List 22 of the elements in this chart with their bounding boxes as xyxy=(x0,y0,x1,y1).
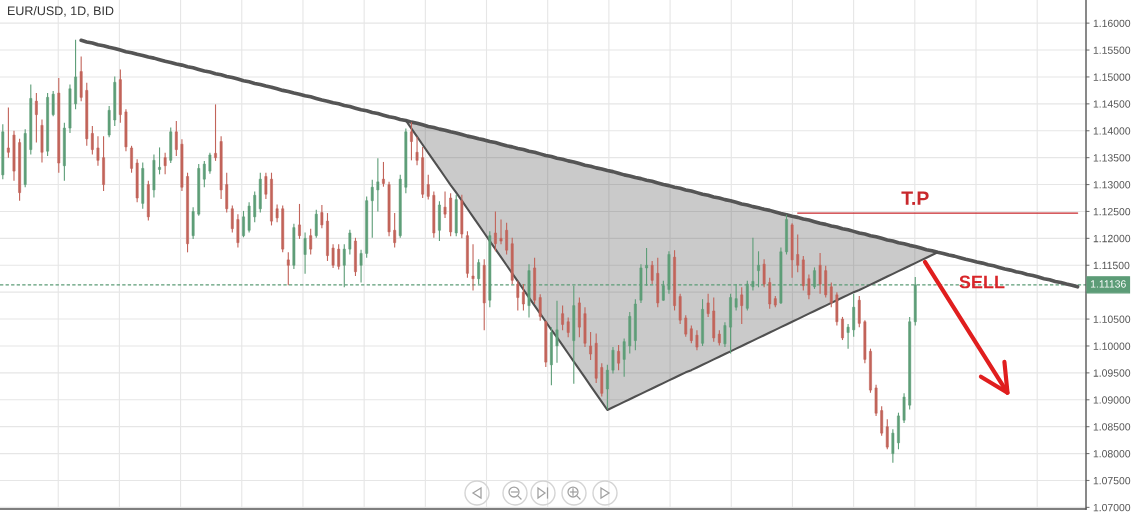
y-tick-label: 1.08500 xyxy=(1093,423,1131,431)
y-tick-label: 1.11500 xyxy=(1093,261,1130,270)
y-tick-label: 1.12500 xyxy=(1093,207,1131,216)
y-tick-label: 1.14500 xyxy=(1093,100,1131,108)
y-tick-label: 1.10000 xyxy=(1093,342,1131,350)
y-tick-label: 1.07500 xyxy=(1093,476,1131,485)
y-tick-label: 1.14000 xyxy=(1093,127,1131,135)
y-tick-label: 1.13500 xyxy=(1093,154,1131,162)
annotation: SELL xyxy=(959,275,1005,289)
y-tick-label: 1.09000 xyxy=(1093,396,1131,404)
series-label: T.P xyxy=(901,191,929,205)
y-tick-label: 1.12000 xyxy=(1093,234,1131,243)
y-tick-label: 1.09500 xyxy=(1093,369,1131,377)
y-tick-label: 1.13000 xyxy=(1093,181,1131,189)
ref-line-label: 1.11136 xyxy=(1090,280,1126,288)
y-tick-label: 1.16000 xyxy=(1093,19,1131,28)
y-tick-label: 1.10500 xyxy=(1093,315,1131,323)
y-tick-label: 1.15500 xyxy=(1093,46,1131,54)
y-tick-label: 1.15000 xyxy=(1093,73,1131,81)
y-tick-label: 1.08000 xyxy=(1093,450,1131,458)
chart-title: EUR/USD, 1D, BID xyxy=(8,6,114,17)
y-tick-label: 1.07000 xyxy=(1093,503,1131,512)
